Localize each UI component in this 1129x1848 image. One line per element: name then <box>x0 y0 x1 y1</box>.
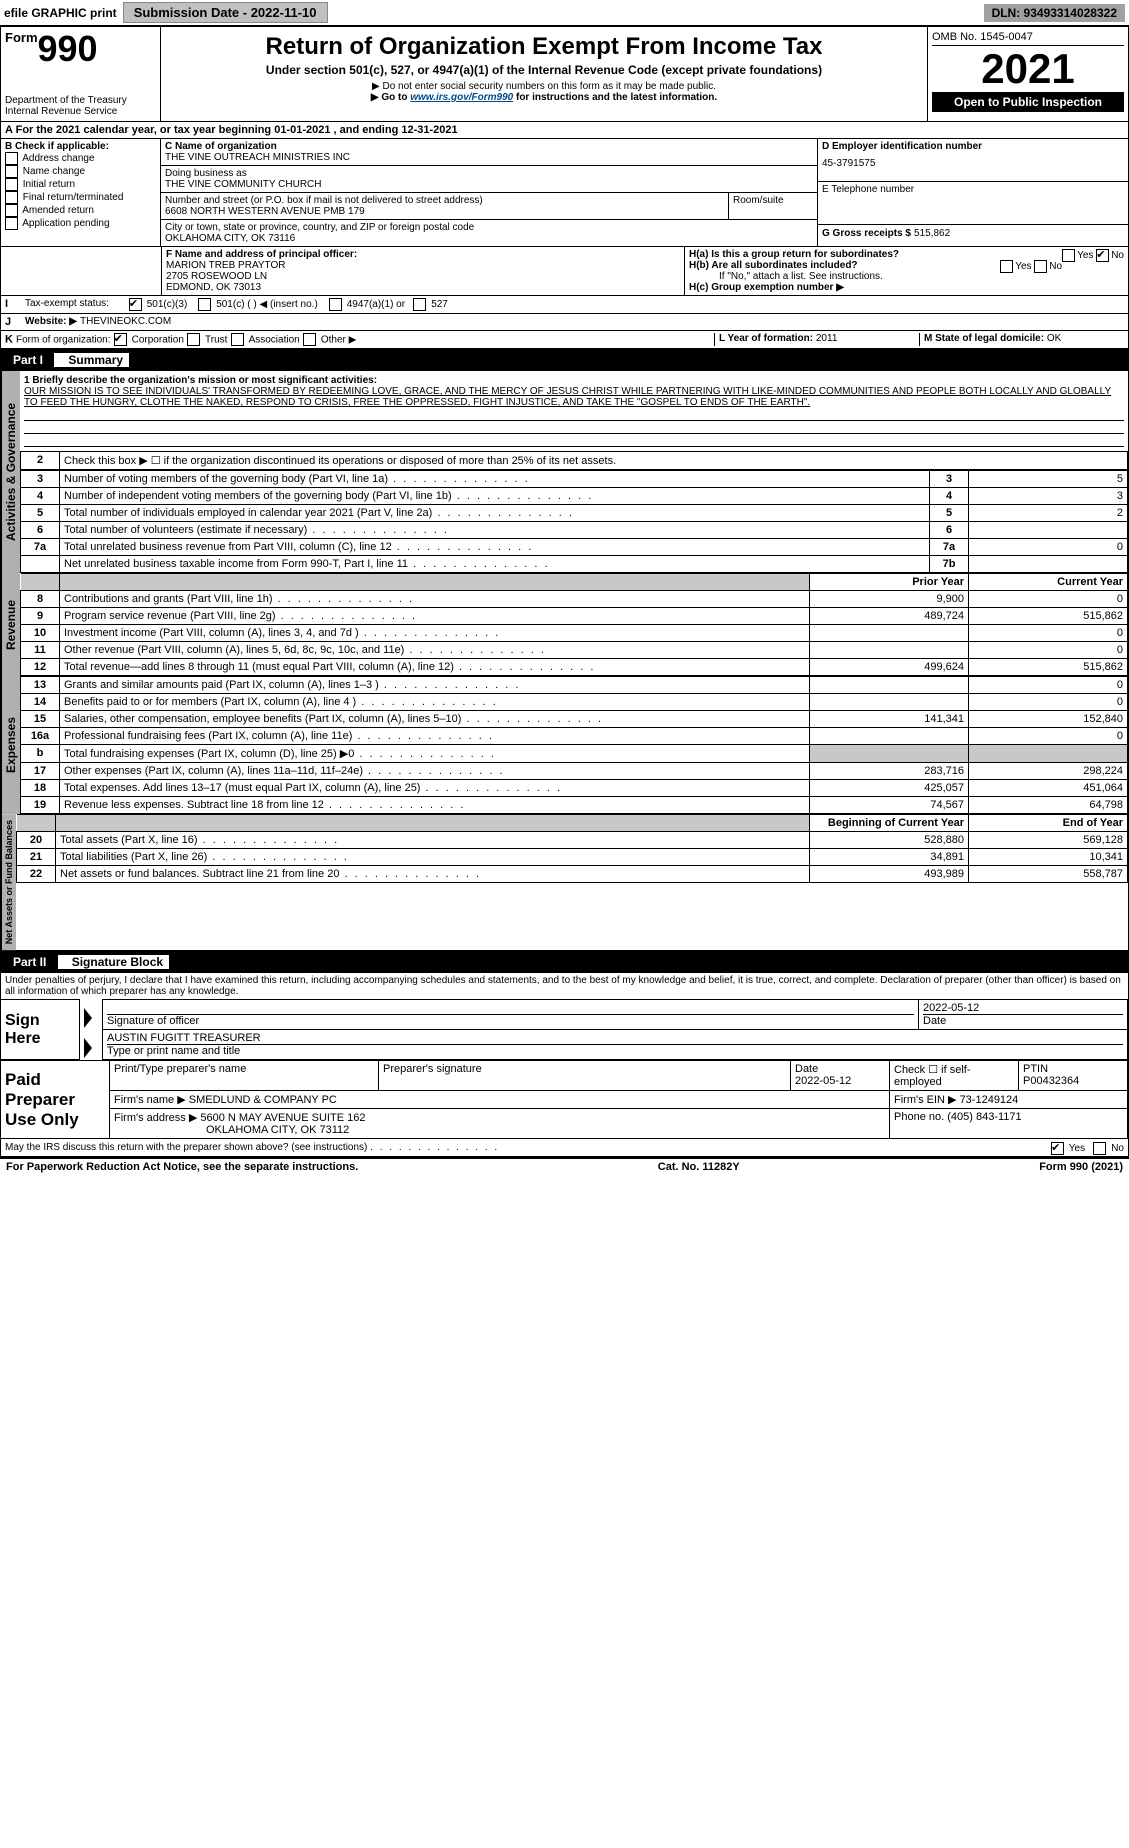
part-2: Part II Signature Block Under penalties … <box>0 951 1129 1157</box>
top-toolbar: efile GRAPHIC print Submission Date - 20… <box>0 0 1129 26</box>
other-checkbox[interactable] <box>303 333 316 346</box>
527-checkbox[interactable] <box>413 298 426 311</box>
group-return-no-checkbox[interactable] <box>1096 249 1109 262</box>
form-subtitle: Under section 501(c), 527, or 4947(a)(1)… <box>165 63 923 77</box>
sign-date: 2022-05-12 <box>923 1002 1123 1014</box>
line-a: A For the 2021 calendar year, or tax yea… <box>0 122 1129 139</box>
application-pending-checkbox[interactable] <box>5 217 18 230</box>
amended-checkbox[interactable] <box>5 204 18 217</box>
revenue-tab: Revenue <box>1 573 20 676</box>
part-1: Part I Summary Activities & Governance 1… <box>0 349 1129 951</box>
corporation-checkbox[interactable] <box>114 333 127 346</box>
firm-ein: 73-1249124 <box>960 1094 1019 1106</box>
firm-name: SMEDLUND & COMPANY PC <box>189 1094 337 1106</box>
501c3-checkbox[interactable] <box>129 298 142 311</box>
subordinates-yes-checkbox[interactable] <box>1000 260 1013 273</box>
form-number: Form990 <box>5 31 156 67</box>
year-formation: 2011 <box>816 333 838 344</box>
dln-label: DLN: 93493314028322 <box>984 4 1125 22</box>
preparer-date: 2022-05-12 <box>795 1075 851 1087</box>
initial-return-checkbox[interactable] <box>5 178 18 191</box>
department-label: Department of the Treasury Internal Reve… <box>5 95 156 117</box>
website-value: THEVINEOKC.COM <box>80 316 171 328</box>
net-assets-table: Beginning of Current Year End of Year 20… <box>16 814 1128 883</box>
governance-tab: Activities & Governance <box>1 371 20 573</box>
ptin-value: P00432364 <box>1023 1075 1079 1087</box>
part2-title: Signature Block <box>58 955 169 969</box>
mission-text: OUR MISSION IS TO SEE INDIVIDUALS' TRANS… <box>24 386 1124 408</box>
section-b: B Check if applicable: Address change Na… <box>1 139 161 246</box>
signature-arrow-icon <box>84 1038 92 1058</box>
revenue-table: Prior Year Current Year 8Contributions a… <box>20 573 1128 676</box>
ein-value: 45-3791575 <box>822 158 1124 169</box>
efile-label: efile GRAPHIC print <box>4 6 117 20</box>
firm-address: 5600 N MAY AVENUE SUITE 162 <box>200 1112 365 1124</box>
city-state-zip: OKLAHOMA CITY, OK 73116 <box>165 233 813 244</box>
subordinates-no-checkbox[interactable] <box>1034 260 1047 273</box>
association-checkbox[interactable] <box>231 333 244 346</box>
gross-receipts: 515,862 <box>914 228 950 239</box>
section-c: C Name of organization THE VINE OUTREACH… <box>161 139 818 246</box>
discuss-no-checkbox[interactable] <box>1093 1142 1106 1155</box>
instruction-line-2: ▶ Go to www.irs.gov/Form990 for instruct… <box>165 92 923 103</box>
trust-checkbox[interactable] <box>187 333 200 346</box>
paid-preparer-label: Paid Preparer Use Only <box>1 1061 110 1139</box>
klm-row: K Form of organization: Corporation Trus… <box>0 331 1129 349</box>
open-public-badge: Open to Public Inspection <box>932 92 1124 112</box>
phone-label: E Telephone number <box>822 184 1124 195</box>
tax-year: 2021 <box>932 48 1124 90</box>
omb-number: OMB No. 1545-0047 <box>932 31 1124 46</box>
form-title: Return of Organization Exempt From Incom… <box>165 33 923 61</box>
org-info-block: B Check if applicable: Address change Na… <box>0 139 1129 247</box>
expenses-table: 13Grants and similar amounts paid (Part … <box>20 676 1128 814</box>
firm-phone: (405) 843-1171 <box>947 1111 1021 1123</box>
expenses-tab: Expenses <box>1 676 20 814</box>
submission-date-button[interactable]: Submission Date - 2022-11-10 <box>123 2 328 23</box>
officer-group-block: F Name and address of principal officer:… <box>0 247 1129 296</box>
501c-checkbox[interactable] <box>198 298 211 311</box>
irs-link[interactable]: www.irs.gov/Form990 <box>410 92 513 103</box>
addr-change-checkbox[interactable] <box>5 152 18 165</box>
governance-table: 2Check this box ▶ ☐ if the organization … <box>20 451 1128 470</box>
org-name: THE VINE OUTREACH MINISTRIES INC <box>165 152 813 163</box>
street-address: 6608 NORTH WESTERN AVENUE PMB 179 <box>165 206 724 217</box>
section-deg: D Employer identification number 45-3791… <box>818 139 1128 246</box>
officer-name: MARION TREB PRAYTOR <box>166 260 680 271</box>
discuss-yes-checkbox[interactable] <box>1051 1142 1064 1155</box>
group-return-yes-checkbox[interactable] <box>1062 249 1075 262</box>
final-return-checkbox[interactable] <box>5 191 18 204</box>
name-change-checkbox[interactable] <box>5 165 18 178</box>
form-footer: For Paperwork Reduction Act Notice, see … <box>0 1157 1129 1175</box>
website-row: J Website: ▶ THEVINEOKC.COM <box>0 314 1129 331</box>
state-domicile: OK <box>1047 333 1061 344</box>
signature-arrow-icon <box>84 1008 92 1028</box>
tax-exempt-row: I Tax-exempt status: 501(c)(3) 501(c) ( … <box>0 296 1129 314</box>
form-header: Form990 Department of the Treasury Inter… <box>0 26 1129 122</box>
declaration-text: Under penalties of perjury, I declare th… <box>1 973 1128 999</box>
officer-typed-name: AUSTIN FUGITT TREASURER <box>107 1032 1123 1044</box>
dba-name: THE VINE COMMUNITY CHURCH <box>165 179 813 190</box>
room-suite-label: Room/suite <box>729 193 817 219</box>
net-assets-tab: Net Assets or Fund Balances <box>1 814 16 950</box>
sign-here-label: Sign Here <box>1 1000 80 1060</box>
4947-checkbox[interactable] <box>329 298 342 311</box>
instruction-line-1: ▶ Do not enter social security numbers o… <box>165 81 923 92</box>
part1-title: Summary <box>54 353 129 367</box>
